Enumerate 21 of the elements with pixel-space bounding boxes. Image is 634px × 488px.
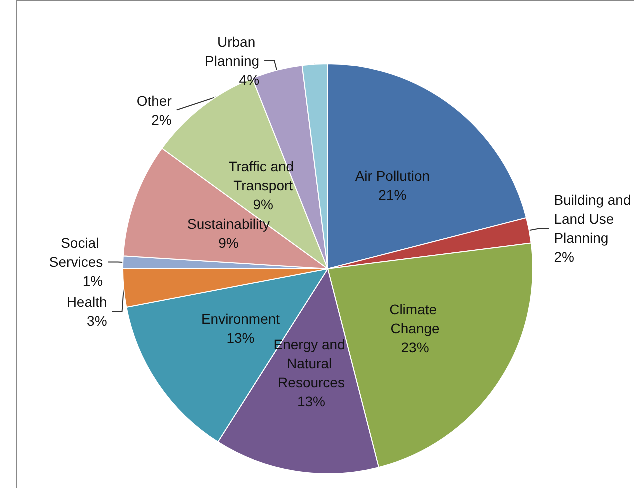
- slice-label: Urban Planning: [205, 34, 260, 69]
- data-label: 4%: [239, 72, 260, 88]
- data-label: 23%: [401, 339, 430, 356]
- data-label: 9%: [218, 234, 239, 251]
- slice-label: Environment: [201, 310, 280, 327]
- slice-label: Social Services: [49, 235, 104, 270]
- data-label: 3%: [87, 313, 108, 330]
- slice-label: Climate Change: [390, 301, 441, 336]
- data-label: 13%: [226, 330, 255, 346]
- slice-label: Sustainability: [187, 216, 270, 232]
- data-label: 2%: [554, 249, 574, 266]
- data-label: 21%: [378, 187, 407, 204]
- data-label: 13%: [297, 394, 326, 410]
- data-label: 9%: [253, 196, 274, 213]
- data-label: 2%: [152, 112, 172, 128]
- slice-label: Other: [136, 92, 172, 109]
- slice-label: Building and Land Use Planning: [554, 192, 634, 246]
- data-label: 1%: [82, 273, 104, 290]
- slice-label: Health: [66, 294, 108, 310]
- slice-label: Traffic and Transport: [228, 158, 298, 194]
- slice-label: Air Pollution: [355, 168, 430, 184]
